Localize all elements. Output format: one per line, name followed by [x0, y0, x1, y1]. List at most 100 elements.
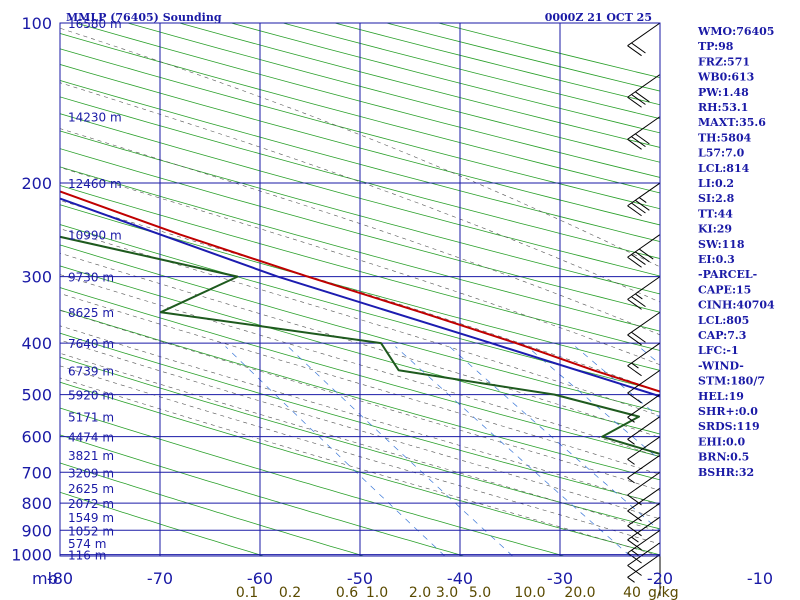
- moist-adiabat: [60, 365, 660, 545]
- wind-barb-flag: [627, 96, 642, 108]
- pressure-tick-label: 100: [21, 14, 52, 33]
- wind-barb-half-flag: [635, 293, 643, 300]
- wind-barb: [627, 74, 661, 108]
- mixing-ratio-label: 5.0: [469, 585, 491, 600]
- wind-barb: [627, 542, 661, 576]
- index-label: LI: [698, 177, 711, 190]
- wind-barb-flag: [627, 494, 642, 506]
- index-row: LFC:-1: [698, 344, 739, 357]
- wind-barb: [627, 116, 661, 150]
- index-label: BRN: [698, 451, 726, 464]
- wind-barb-flag: [635, 133, 650, 145]
- wind-barb-flag: [627, 205, 642, 217]
- wind-barb-staff: [627, 342, 661, 367]
- index-row: TT:44: [698, 207, 733, 220]
- wind-barb: [627, 342, 661, 377]
- wind-barb-half-flag: [627, 458, 635, 465]
- index-label: TT: [698, 207, 715, 220]
- height-label: 574 m: [68, 537, 106, 551]
- temperature-tick-label: -80: [47, 569, 73, 588]
- dry-adiabat: [60, 224, 660, 392]
- index-row: WMO:76405: [697, 25, 774, 38]
- index-label: CAP: [698, 329, 723, 342]
- index-row: SW:118: [698, 238, 745, 251]
- wind-barb-half-flag: [627, 477, 635, 484]
- wind-barb-flag: [627, 365, 642, 377]
- height-label: 4474 m: [68, 431, 114, 445]
- index-value: 118: [722, 238, 745, 251]
- index-row: TH:5804: [698, 131, 752, 144]
- wind-barb-flag: [627, 256, 642, 268]
- wind-barb-flag: [631, 296, 646, 308]
- mixing-ratio-line: [395, 346, 631, 556]
- wind-barb-staff: [627, 394, 661, 418]
- dry-adiabat: [60, 407, 565, 556]
- temperature-tick-label: -30: [547, 569, 573, 588]
- background-grid: [60, 23, 660, 556]
- index-label: SW: [698, 238, 719, 251]
- index-label: SHR+: [698, 405, 735, 418]
- index-label: MAXT: [698, 116, 736, 129]
- mixing-ratio-label: 1.0: [366, 585, 388, 600]
- dry-adiabat: [60, 80, 660, 242]
- wind-barb-flag: [627, 138, 642, 150]
- wind-barb-flag: [627, 552, 642, 564]
- wind-barb-flag: [631, 136, 646, 148]
- index-value: 0.3: [716, 253, 735, 266]
- height-label: 7640 m: [68, 337, 114, 351]
- index-label: SRDS: [698, 420, 733, 433]
- index-value: 0.0: [739, 405, 758, 418]
- index-value: 180/7: [730, 375, 765, 388]
- index-label: WMO: [697, 25, 733, 38]
- wind-barb-flag: [635, 251, 650, 263]
- wind-barb-half-flag: [627, 438, 635, 445]
- index-row: SRDS:119: [698, 420, 760, 433]
- wind-barb: [627, 516, 661, 551]
- plot-frame: [59, 22, 661, 557]
- index-value: 0.5: [730, 451, 749, 464]
- index-label: TP: [698, 40, 714, 53]
- mixing-ratio-line: [449, 346, 660, 532]
- index-row: STM:180/7: [698, 375, 765, 388]
- index-value: 5804: [721, 131, 752, 144]
- moist-adiabat: [60, 352, 660, 533]
- index-label: RH: [698, 101, 718, 114]
- pressure-tick-label: 800: [21, 494, 52, 513]
- index-row: CINH:40704: [698, 299, 775, 312]
- temperature-tick-label: -60: [247, 569, 273, 588]
- wind-barb-flag: [631, 202, 646, 214]
- index-value: 2.8: [715, 192, 734, 205]
- index-row: EI:0.3: [698, 253, 735, 266]
- index-value: -PARCEL-: [698, 268, 757, 281]
- wind-barb-flag: [631, 331, 646, 343]
- mixing-ratio-label: 0.6: [336, 585, 358, 600]
- index-row: HEL:19: [698, 390, 744, 403]
- temperature-tick-label: -70: [147, 569, 173, 588]
- wind-barb-half-flag: [631, 362, 639, 369]
- index-label: EHI: [698, 435, 722, 448]
- index-row: LCL:805: [698, 314, 749, 327]
- height-label: 1549 m: [68, 511, 114, 525]
- height-label: 12460 m: [68, 177, 122, 191]
- wind-barb-staff: [627, 369, 661, 394]
- dry-adiabat: [60, 434, 465, 556]
- wind-barb-staff: [627, 22, 661, 47]
- mixing-ratio-label: 10.0: [514, 585, 545, 600]
- mixing-ratio-label: 0.1: [236, 585, 258, 600]
- dry-adiabat: [60, 96, 660, 259]
- height-label: 6739 m: [68, 364, 114, 378]
- wind-barb-staff: [627, 529, 661, 554]
- parcel-trace: [60, 197, 660, 398]
- index-label: CAPE: [698, 283, 732, 296]
- index-label: KI: [698, 223, 713, 236]
- index-row: SI:2.8: [698, 192, 735, 205]
- wind-barb-staff: [627, 554, 661, 578]
- wind-barb-flag: [631, 42, 646, 54]
- mixing-ratio-label: 0.2: [279, 585, 301, 600]
- index-label: LCL: [698, 314, 722, 327]
- index-value: -1: [726, 344, 738, 357]
- wind-barb: [627, 502, 661, 537]
- pressure-tick-label: 1000: [11, 546, 52, 565]
- mixing-ratio-label: 3.0: [436, 585, 458, 600]
- height-label: 2072 m: [68, 497, 114, 511]
